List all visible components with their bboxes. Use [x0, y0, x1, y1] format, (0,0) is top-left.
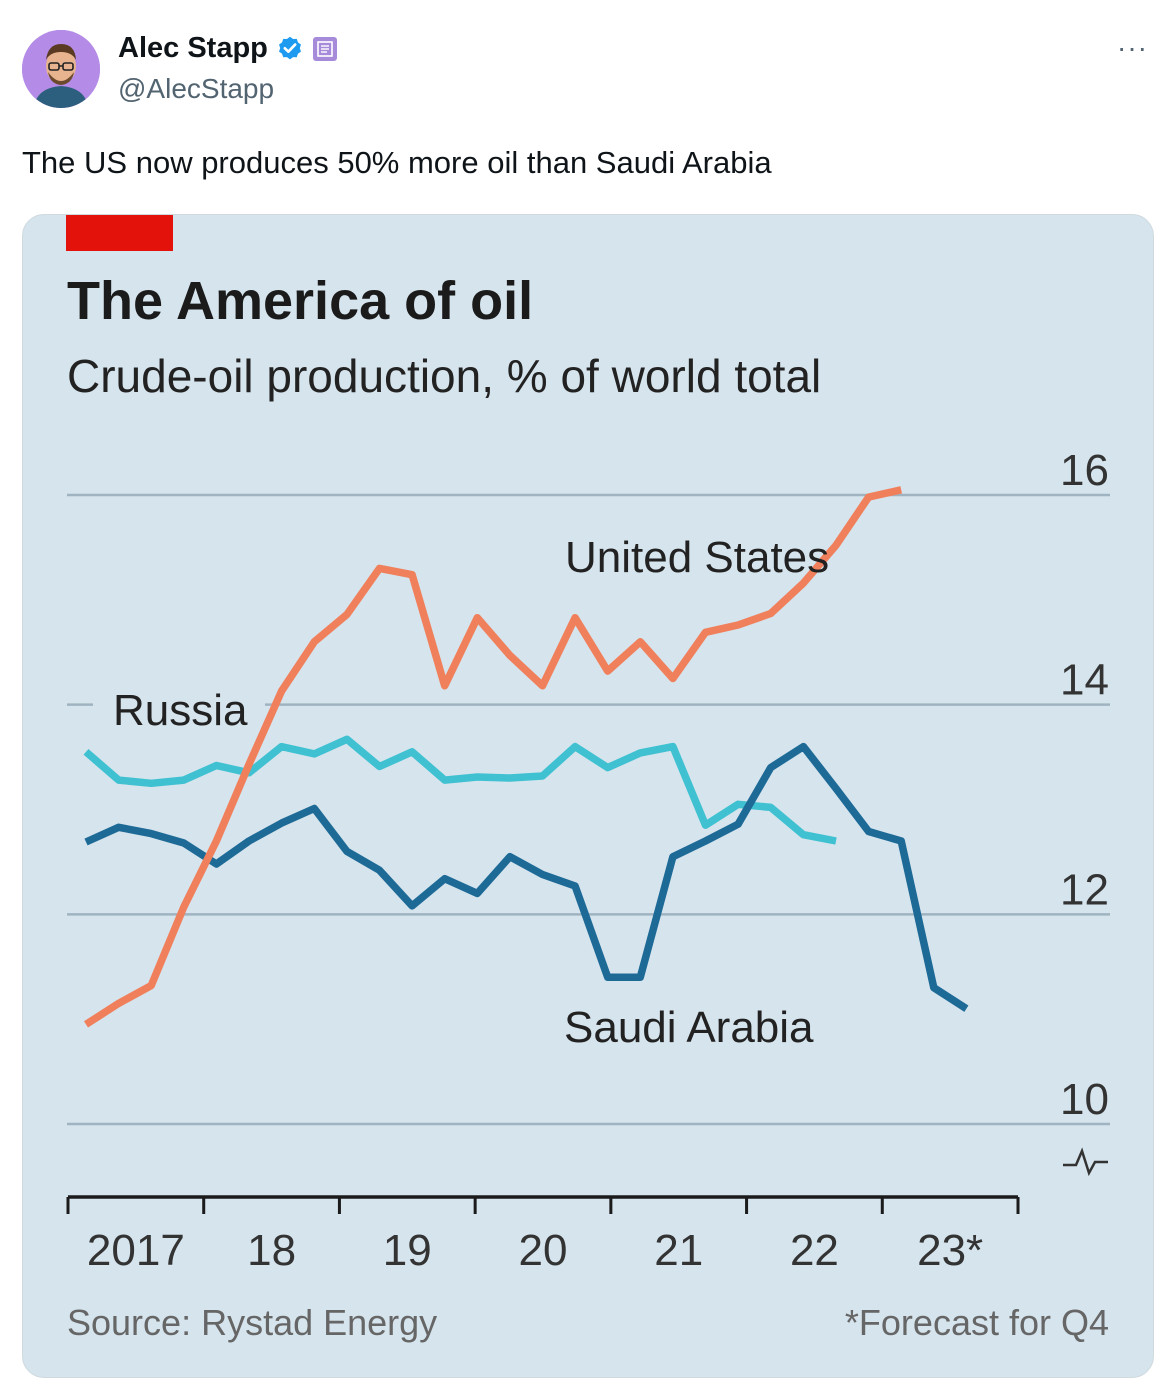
brand-red-bar [66, 215, 173, 251]
author-handle[interactable]: @AlecStapp [118, 73, 275, 104]
x-tick-label: 2017 [87, 1226, 185, 1275]
x-tick-label: 21 [654, 1226, 703, 1275]
y-tick-label: 12 [1060, 865, 1109, 914]
label-russia: Russia [113, 686, 248, 735]
tweet-text: The US now produces 50% more oil than Sa… [22, 145, 772, 180]
more-options-icon[interactable]: ··· [1117, 32, 1148, 63]
x-tick-label: 18 [247, 1226, 296, 1275]
label-united-states: United States [565, 533, 829, 582]
verified-badge-icon[interactable] [276, 35, 304, 63]
avatar-illustration [22, 30, 100, 108]
series-line-russia [83, 735, 837, 845]
author-name[interactable]: Alec Stapp [118, 32, 268, 64]
forecast-footnote: *Forecast for Q4 [845, 1302, 1109, 1343]
avatar[interactable] [22, 30, 100, 108]
y-tick-label: 16 [1060, 446, 1109, 495]
x-tick-label: 23* [917, 1226, 983, 1275]
series-line-united-states [83, 486, 903, 1028]
author-line: Alec Stapp [118, 32, 338, 65]
affiliate-badge-icon[interactable] [312, 36, 338, 62]
label-saudi-arabia: Saudi Arabia [564, 1003, 814, 1052]
x-tick-label: 19 [383, 1226, 432, 1275]
x-tick-label: 20 [519, 1226, 568, 1275]
chart-subtitle: Crude-oil production, % of world total [67, 350, 821, 402]
source-note: Source: Rystad Energy [67, 1302, 437, 1343]
chart-title: The America of oil [67, 271, 533, 331]
x-tick-label: 22 [790, 1226, 839, 1275]
series-line-saudi-arabia [84, 742, 969, 1012]
y-tick-label: 14 [1060, 656, 1109, 705]
russia-label-background [93, 675, 265, 735]
y-tick-label: 10 [1060, 1075, 1109, 1124]
chart-image[interactable]: The America of oil Crude-oil production,… [22, 214, 1154, 1378]
axis-break-icon [1063, 1147, 1108, 1177]
chart-svg: The America of oil Crude-oil production,… [66, 215, 1110, 1343]
